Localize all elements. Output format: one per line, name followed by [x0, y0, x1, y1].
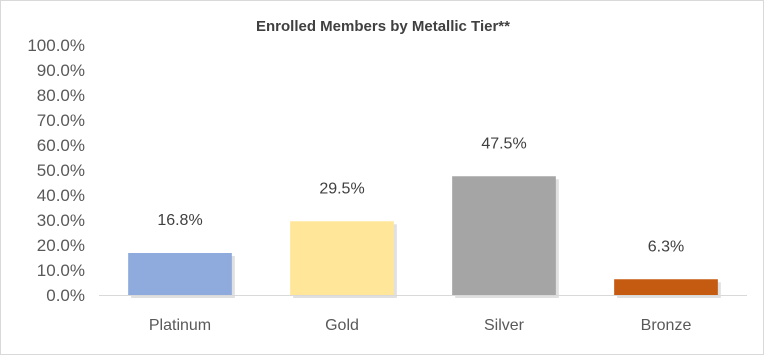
bars: 16.8% 29.5% 47.5% 6.3%: [128, 135, 721, 298]
y-tick-label: 0.0%: [46, 286, 85, 305]
bar-gold: [290, 221, 394, 295]
data-label: 6.3%: [648, 238, 684, 255]
x-tick-label: Bronze: [641, 317, 692, 334]
y-tick-label: 60.0%: [37, 136, 85, 155]
x-tick-label: Platinum: [149, 317, 211, 334]
bar-bronze: [614, 279, 718, 295]
bar-platinum: [128, 253, 232, 295]
y-tick-label: 70.0%: [37, 111, 85, 130]
bar-silver: [452, 176, 556, 295]
data-label: 47.5%: [481, 135, 526, 152]
data-label: 29.5%: [319, 180, 364, 197]
y-tick-label: 30.0%: [37, 211, 85, 230]
x-axis: Platinum Gold Silver Bronze: [99, 295, 747, 334]
x-tick-label: Silver: [484, 317, 525, 334]
y-axis: 0.0% 10.0% 20.0% 30.0% 40.0% 50.0% 60.0% 70.0% 8…: [27, 36, 85, 305]
data-label: 16.8%: [157, 212, 202, 229]
x-tick-label: Gold: [325, 317, 359, 334]
chart-title: Enrolled Members by Metallic Tier**: [256, 18, 510, 35]
y-tick-label: 90.0%: [37, 61, 85, 80]
y-tick-label: 80.0%: [37, 86, 85, 105]
y-tick-label: 50.0%: [37, 161, 85, 180]
y-tick-label: 100.0%: [27, 36, 85, 55]
y-tick-label: 10.0%: [37, 261, 85, 280]
y-tick-label: 20.0%: [37, 236, 85, 255]
y-tick-label: 40.0%: [37, 186, 85, 205]
